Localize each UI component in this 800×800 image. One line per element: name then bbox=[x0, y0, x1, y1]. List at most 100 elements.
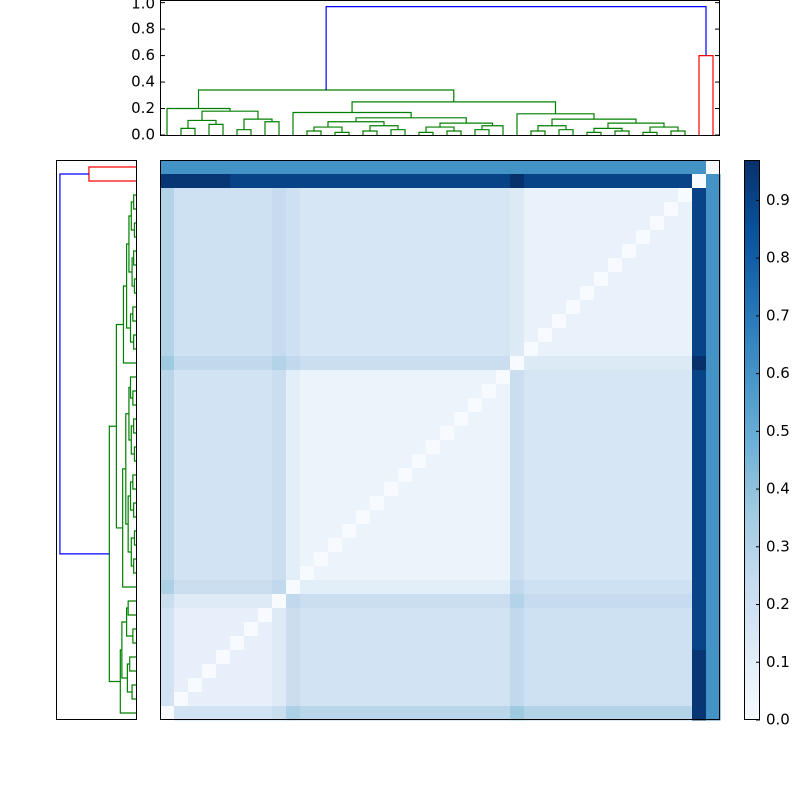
heatmap-cell bbox=[412, 398, 427, 413]
heatmap-cell bbox=[524, 692, 539, 707]
heatmap-cell bbox=[342, 328, 357, 343]
heatmap-cell bbox=[664, 370, 679, 385]
heatmap-cell bbox=[286, 496, 301, 511]
heatmap-cell bbox=[678, 650, 693, 665]
heatmap-cell bbox=[412, 692, 427, 707]
heatmap-cell bbox=[580, 272, 595, 287]
heatmap-cell bbox=[524, 398, 539, 413]
heatmap-cell bbox=[692, 328, 707, 343]
heatmap-cell bbox=[538, 328, 553, 343]
heatmap-cell bbox=[636, 692, 651, 707]
heatmap-cell bbox=[202, 650, 217, 665]
heatmap-cell bbox=[230, 174, 245, 189]
heatmap-cell bbox=[650, 580, 665, 595]
heatmap-cell bbox=[286, 174, 301, 189]
heatmap-cell bbox=[426, 216, 441, 231]
heatmap-cell bbox=[370, 272, 385, 287]
heatmap-cell bbox=[174, 426, 189, 441]
heatmap-cell bbox=[314, 412, 329, 427]
heatmap-cell bbox=[174, 258, 189, 273]
heatmap-cell bbox=[216, 300, 231, 315]
heatmap-cell bbox=[524, 538, 539, 553]
heatmap-cell bbox=[300, 580, 315, 595]
heatmap-cell bbox=[468, 398, 483, 413]
heatmap-cell bbox=[664, 258, 679, 273]
heatmap-cell bbox=[468, 496, 483, 511]
heatmap-cell bbox=[636, 398, 651, 413]
heatmap-cell bbox=[454, 650, 469, 665]
heatmap-cell bbox=[608, 342, 623, 357]
heatmap-cell bbox=[706, 566, 721, 581]
heatmap-cell bbox=[426, 160, 441, 175]
heatmap-cell bbox=[398, 216, 413, 231]
heatmap-cell bbox=[622, 314, 637, 329]
heatmap-cell bbox=[622, 370, 637, 385]
heatmap-cell bbox=[300, 496, 315, 511]
heatmap-cell bbox=[160, 286, 175, 301]
heatmap-cell bbox=[384, 636, 399, 651]
left-dendrogram-link bbox=[133, 278, 136, 294]
heatmap-cell bbox=[370, 300, 385, 315]
heatmap-cell bbox=[594, 706, 609, 721]
heatmap-cell bbox=[188, 636, 203, 651]
heatmap-cell bbox=[328, 664, 343, 679]
heatmap-cell bbox=[440, 608, 455, 623]
heatmap-cell bbox=[188, 650, 203, 665]
heatmap-cell bbox=[272, 678, 287, 693]
heatmap-cell bbox=[440, 552, 455, 567]
heatmap-cell bbox=[398, 398, 413, 413]
heatmap-cell bbox=[188, 412, 203, 427]
heatmap-cell bbox=[328, 342, 343, 357]
heatmap-cell bbox=[230, 636, 245, 651]
heatmap-cell bbox=[608, 594, 623, 609]
heatmap-cell bbox=[286, 566, 301, 581]
heatmap-cell bbox=[272, 496, 287, 511]
heatmap-cell bbox=[622, 412, 637, 427]
heatmap-cell bbox=[692, 580, 707, 595]
heatmap-cell bbox=[398, 286, 413, 301]
heatmap-cell bbox=[342, 356, 357, 371]
heatmap-cell bbox=[664, 342, 679, 357]
heatmap-cell bbox=[244, 342, 259, 357]
heatmap-cell bbox=[594, 160, 609, 175]
heatmap-cell bbox=[342, 678, 357, 693]
heatmap-cell bbox=[608, 496, 623, 511]
heatmap-cell bbox=[580, 398, 595, 413]
heatmap-cell bbox=[272, 272, 287, 287]
heatmap-cell bbox=[692, 454, 707, 469]
heatmap-cell bbox=[580, 706, 595, 721]
heatmap-cell bbox=[454, 216, 469, 231]
heatmap-cell bbox=[174, 370, 189, 385]
y-tick-label: 0.8 bbox=[131, 20, 155, 38]
heatmap-cell bbox=[524, 524, 539, 539]
heatmap-cell bbox=[650, 258, 665, 273]
heatmap-cell bbox=[440, 566, 455, 581]
heatmap-cell bbox=[356, 510, 371, 525]
heatmap-cell bbox=[538, 188, 553, 203]
heatmap-cell bbox=[510, 510, 525, 525]
heatmap-cell bbox=[482, 706, 497, 721]
heatmap-cell bbox=[482, 496, 497, 511]
heatmap-cell bbox=[426, 356, 441, 371]
heatmap-cell bbox=[622, 468, 637, 483]
heatmap-cell bbox=[650, 230, 665, 245]
heatmap-cell bbox=[244, 608, 259, 623]
heatmap-cell bbox=[188, 552, 203, 567]
heatmap-cell bbox=[216, 622, 231, 637]
heatmap-cell bbox=[342, 566, 357, 581]
heatmap-cell bbox=[524, 440, 539, 455]
heatmap-cell bbox=[510, 538, 525, 553]
heatmap-cell bbox=[174, 202, 189, 217]
heatmap-cell bbox=[300, 216, 315, 231]
heatmap-cell bbox=[650, 286, 665, 301]
heatmap-cell bbox=[216, 174, 231, 189]
ticks: 0.00.20.40.60.81.00.00.10.20.30.40.50.60… bbox=[131, 0, 790, 729]
heatmap-cell bbox=[398, 356, 413, 371]
heatmap-cell bbox=[552, 692, 567, 707]
left-dendrogram-link bbox=[126, 663, 133, 693]
heatmap-cell bbox=[440, 468, 455, 483]
heatmap-cell bbox=[342, 608, 357, 623]
heatmap-cell bbox=[692, 566, 707, 581]
heatmap-cell bbox=[622, 216, 637, 231]
heatmap-cell bbox=[538, 636, 553, 651]
